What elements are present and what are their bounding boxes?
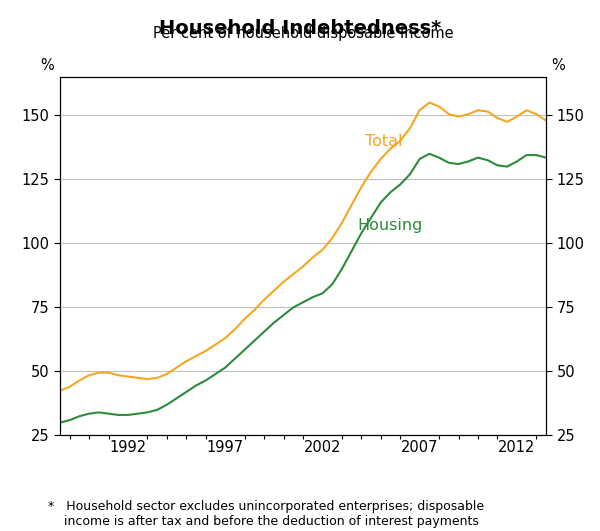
Text: *   Household sector excludes unincorporated enterprises; disposable
    income : * Household sector excludes unincorporat… [48, 500, 484, 528]
Text: %: % [551, 58, 565, 73]
Text: Household Indebtedness*: Household Indebtedness* [159, 19, 441, 38]
Title: Per cent of household disposable income: Per cent of household disposable income [152, 26, 454, 41]
Text: Housing: Housing [358, 218, 423, 233]
Text: Total: Total [365, 134, 403, 149]
Text: %: % [41, 58, 55, 73]
